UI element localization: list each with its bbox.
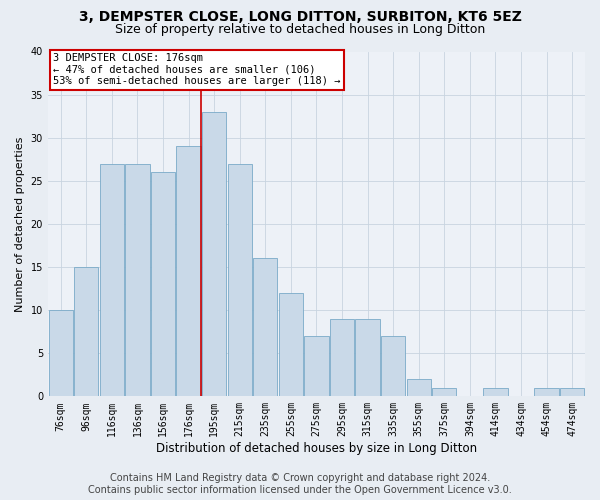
Bar bbox=[176, 146, 201, 396]
Bar bbox=[125, 164, 149, 396]
Bar bbox=[279, 293, 303, 397]
Bar bbox=[432, 388, 457, 396]
Bar bbox=[381, 336, 406, 396]
Bar bbox=[484, 388, 508, 396]
Bar bbox=[151, 172, 175, 396]
Y-axis label: Number of detached properties: Number of detached properties bbox=[15, 136, 25, 312]
Bar bbox=[202, 112, 226, 397]
X-axis label: Distribution of detached houses by size in Long Ditton: Distribution of detached houses by size … bbox=[156, 442, 477, 455]
Bar bbox=[407, 379, 431, 396]
Text: 3 DEMPSTER CLOSE: 176sqm
← 47% of detached houses are smaller (106)
53% of semi-: 3 DEMPSTER CLOSE: 176sqm ← 47% of detach… bbox=[53, 53, 341, 86]
Bar bbox=[330, 318, 354, 396]
Text: 3, DEMPSTER CLOSE, LONG DITTON, SURBITON, KT6 5EZ: 3, DEMPSTER CLOSE, LONG DITTON, SURBITON… bbox=[79, 10, 521, 24]
Bar bbox=[304, 336, 329, 396]
Bar bbox=[560, 388, 584, 396]
Bar bbox=[227, 164, 252, 396]
Bar bbox=[74, 267, 98, 396]
Bar bbox=[355, 318, 380, 396]
Bar bbox=[100, 164, 124, 396]
Bar bbox=[253, 258, 277, 396]
Text: Size of property relative to detached houses in Long Ditton: Size of property relative to detached ho… bbox=[115, 22, 485, 36]
Text: Contains HM Land Registry data © Crown copyright and database right 2024.
Contai: Contains HM Land Registry data © Crown c… bbox=[88, 474, 512, 495]
Bar bbox=[49, 310, 73, 396]
Bar bbox=[535, 388, 559, 396]
